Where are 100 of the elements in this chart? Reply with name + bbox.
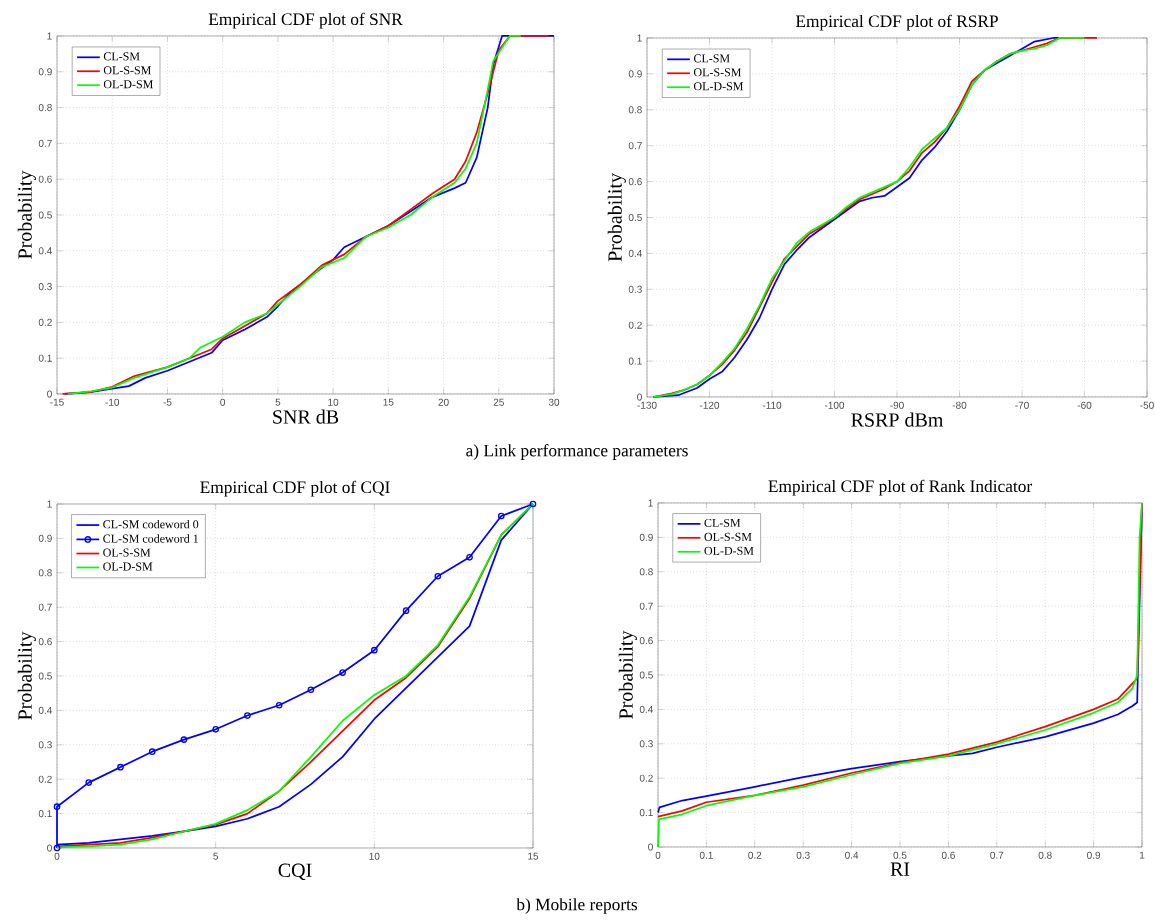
legend-label: CL-SM codeword 1 [103, 534, 198, 543]
x-tick-label: 25 [493, 398, 504, 406]
legend-label: CL-SM codeword 0 [103, 519, 199, 529]
y-tick-label: 0.9 [628, 70, 642, 78]
legend-label: OL-S-SM [704, 532, 752, 541]
x-tick-label: 0.3 [796, 851, 810, 859]
y-tick-label: 0.4 [38, 706, 53, 714]
legend-label: OL-S-SM [103, 548, 151, 557]
y-tick-label: 0.1 [38, 354, 52, 362]
x-axis-title: RI [890, 862, 910, 876]
y-tick-label: 0.4 [38, 247, 53, 255]
x-tick-label: 0.4 [845, 851, 859, 859]
x-tick-label: 0.6 [941, 851, 955, 859]
x-tick-label: 15 [528, 852, 539, 860]
y-tick-label: 0.9 [639, 533, 653, 541]
x-tick-label: 0.5 [893, 851, 907, 859]
y-tick-label: 0.2 [628, 321, 642, 329]
y-tick-label: 0.8 [628, 106, 642, 114]
y-tick-label: 0.3 [639, 740, 653, 748]
y-axis-title: Probability [17, 631, 36, 720]
y-tick-label: 0 [47, 844, 52, 852]
y-tick-label: 0.4 [639, 705, 654, 713]
text: a) Link performance parameters [466, 444, 688, 460]
y-tick-label: 0 [648, 843, 653, 851]
x-tick-label: 20 [438, 398, 449, 406]
y-tick-label: 0.5 [38, 211, 52, 219]
x-tick-label: 0.9 [1087, 851, 1101, 859]
x-tick-label: 0 [54, 852, 60, 860]
x-tick-label: -50 [1140, 401, 1154, 409]
y-tick-label: 0.3 [628, 285, 642, 293]
y-tick-label: 0 [47, 390, 52, 398]
y-tick-label: 0 [637, 393, 642, 401]
x-tick-label: 0 [655, 851, 661, 859]
legend-label: CL-SM [103, 52, 140, 61]
x-tick-label: -100 [824, 401, 845, 409]
y-tick-label: 0.4 [628, 249, 643, 257]
text: b) Mobile reports [516, 898, 638, 914]
legend-label: OL-D-SM [704, 546, 754, 555]
x-tick-label: 5 [213, 852, 219, 860]
y-tick-label: 0.1 [628, 357, 642, 365]
y-tick-label: 0.9 [38, 68, 52, 76]
y-tick-label: 0.5 [639, 671, 653, 679]
y-tick-label: 0.6 [628, 178, 642, 186]
legend-label: CL-SM [693, 54, 730, 63]
y-tick-label: 0.7 [38, 603, 52, 611]
x-tick-label: 10 [328, 398, 339, 406]
legend-label: OL-D-SM [103, 80, 153, 89]
legend-label: OL-S-SM [103, 66, 152, 75]
x-tick-label: -5 [163, 398, 172, 406]
y-tick-label: 0.7 [628, 142, 642, 150]
chart-title: Empirical CDF plot of SNR [208, 12, 403, 29]
chart-title: Empirical CDF plot of CQI [200, 480, 390, 497]
y-tick-label: 0.3 [38, 741, 52, 749]
y-tick-label: 0.7 [639, 602, 653, 610]
x-tick-label: -70 [1015, 401, 1029, 409]
x-axis-title: SNR dB [273, 409, 339, 424]
x-axis-title: CQI [278, 863, 312, 881]
x-tick-label: 0.2 [748, 851, 762, 859]
y-tick-label: 1 [47, 32, 52, 40]
x-tick-label: 0.1 [699, 851, 713, 859]
chart-title: Empirical CDF plot of RSRP [795, 14, 998, 31]
x-axis-title: RSRP dBm [851, 412, 944, 427]
x-tick-label: 5 [275, 398, 281, 406]
y-tick-label: 0.7 [38, 139, 52, 147]
x-tick-label: -15 [50, 398, 64, 406]
y-tick-label: 0.8 [38, 569, 52, 577]
y-tick-label: 0.6 [38, 638, 52, 646]
x-tick-label: 0 [220, 398, 226, 406]
y-tick-label: 1 [648, 499, 653, 507]
y-axis-title: Probability [17, 170, 36, 259]
x-tick-label: -80 [952, 401, 967, 409]
y-tick-label: 0.1 [38, 810, 52, 818]
y-tick-label: 0.2 [639, 774, 653, 782]
x-tick-label: 0.7 [990, 851, 1004, 859]
x-tick-label: -120 [699, 401, 720, 409]
legend-label: OL-D-SM [693, 82, 744, 91]
x-tick-label: 0.8 [1038, 851, 1052, 859]
x-tick-label: -90 [890, 401, 904, 409]
y-tick-label: 0.5 [628, 213, 642, 222]
y-tick-label: 0.1 [639, 809, 653, 817]
legend-label: OL-S-SM [693, 68, 742, 77]
x-tick-label: 1 [1139, 851, 1145, 859]
y-tick-label: 0.6 [38, 175, 52, 183]
x-tick-label: 30 [548, 398, 560, 406]
y-tick-label: 0.3 [38, 283, 52, 291]
legend-label: OL-D-SM [103, 562, 153, 571]
y-axis-title: Probability [607, 173, 626, 262]
y-tick-label: 0.5 [38, 672, 52, 680]
x-tick-label: 15 [383, 398, 394, 406]
x-tick-label: -130 [637, 401, 657, 409]
y-tick-label: 0.2 [38, 775, 52, 783]
chart-title: Empirical CDF plot of Rank Indicator [768, 479, 1033, 496]
y-tick-label: 0.8 [38, 104, 52, 112]
y-tick-label: 0.9 [38, 534, 52, 542]
x-tick-label: -60 [1077, 401, 1092, 409]
y-tick-label: 0.6 [639, 637, 653, 645]
legend-label: CL-SM [704, 518, 741, 527]
y-tick-label: 0.8 [639, 568, 653, 576]
y-tick-label: 1 [637, 34, 642, 42]
x-tick-label: 10 [369, 852, 380, 860]
